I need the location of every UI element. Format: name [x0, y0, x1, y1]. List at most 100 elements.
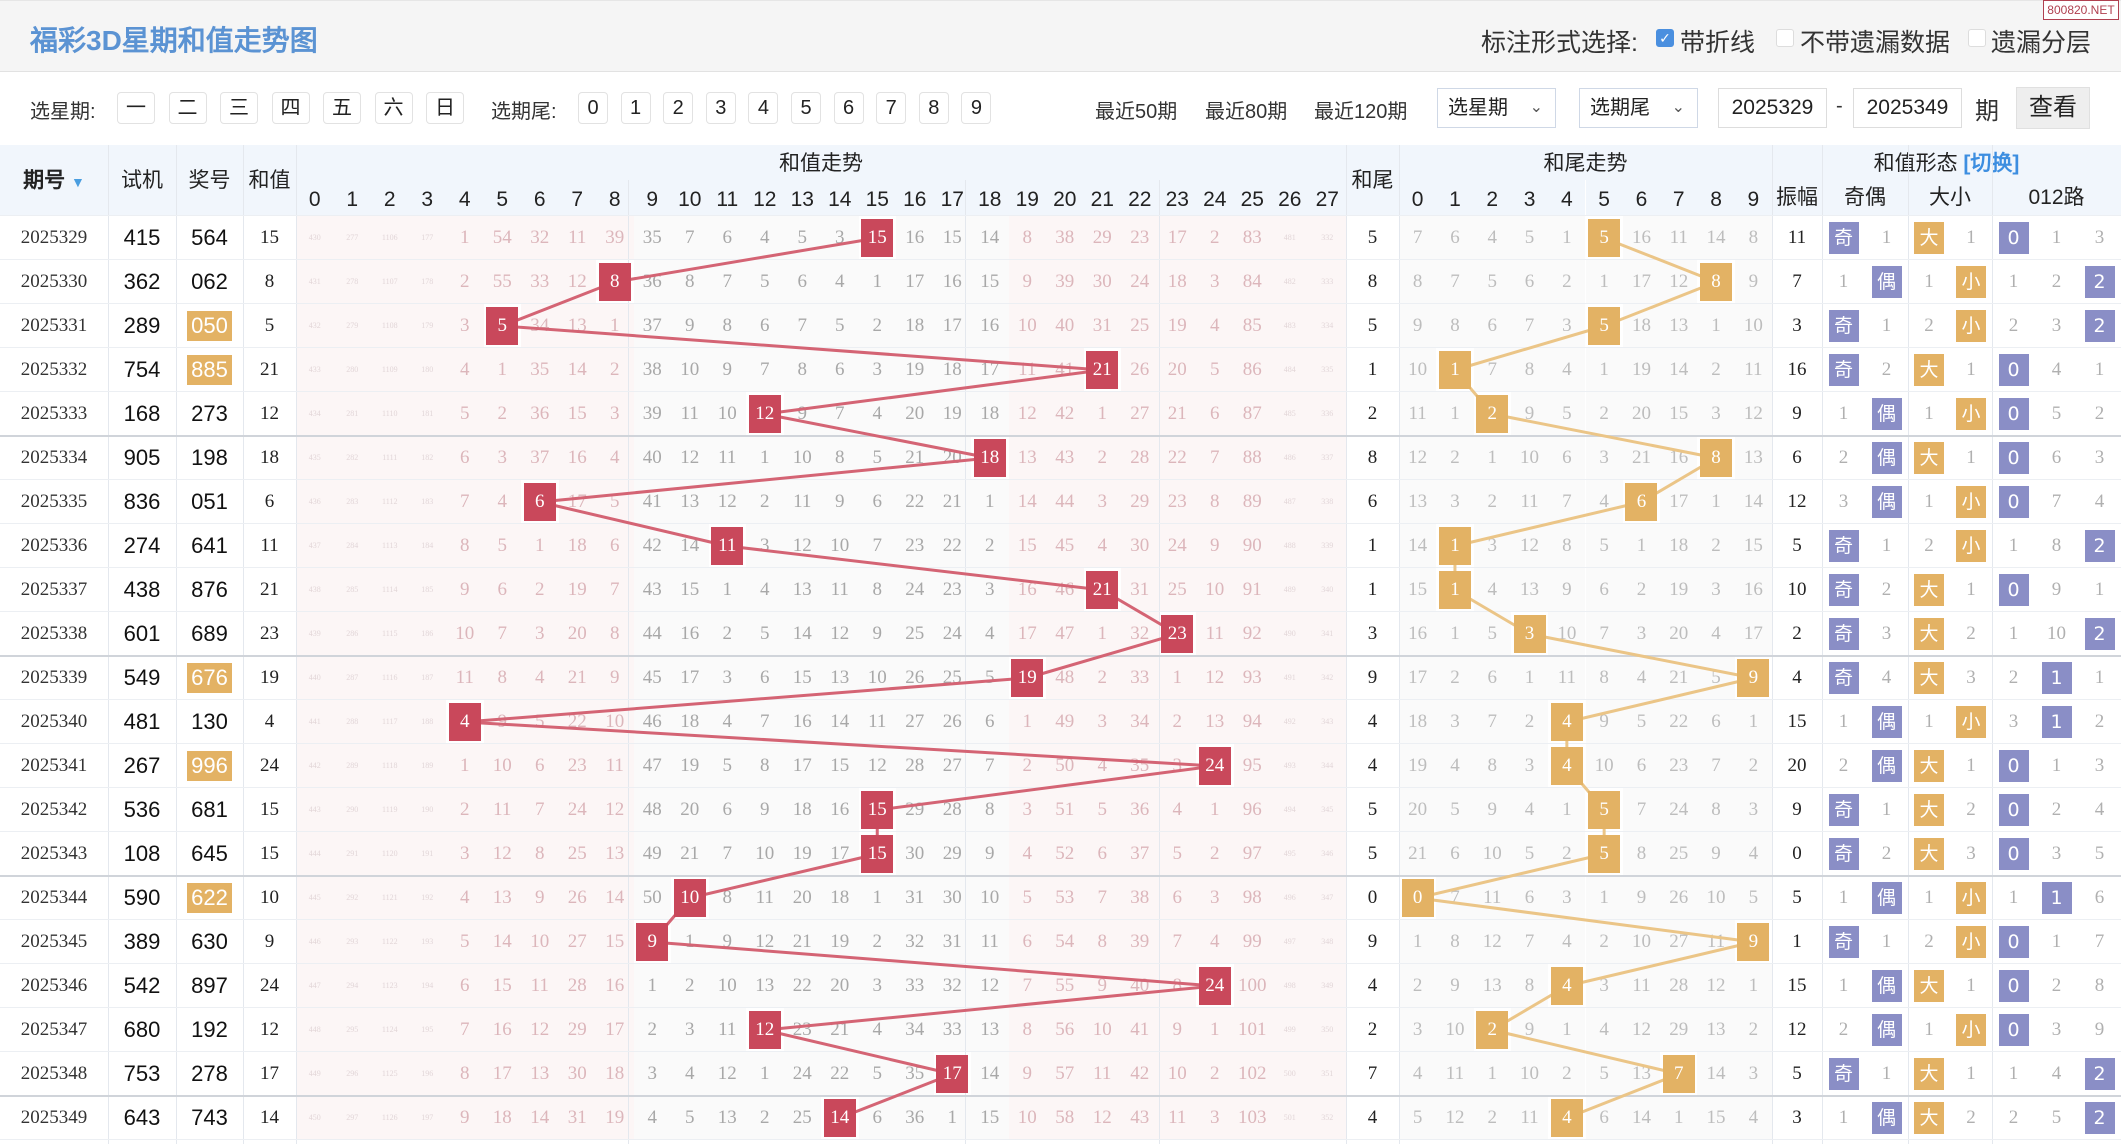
weekday-select[interactable]: 选星期 ⌄ [1437, 88, 1556, 128]
sum-omission-cell: 5 [821, 304, 859, 348]
odd-even-marker: 偶 [1871, 970, 1902, 1002]
sum-hit-cell: 4 [446, 700, 484, 744]
tail-value: 1 [1367, 535, 1378, 556]
to-issue-input[interactable]: 2025349 [1853, 88, 1962, 128]
sum-omission-cell: 14 [821, 700, 859, 744]
tail-value: 8 [1367, 447, 1378, 468]
tail-omission-cell: 6 [1548, 436, 1586, 480]
view-button[interactable]: 查看 [2016, 87, 2090, 129]
sum-omission-cell: 98 [1233, 876, 1271, 920]
sum-omission-cell: 13 [746, 964, 784, 1008]
tail-button-0[interactable]: 0 [578, 92, 608, 124]
sum-omission-cell: 12 [521, 1008, 559, 1052]
sum-hit-marker: 8 [598, 263, 631, 301]
sum-omission-cell: 19 [596, 1096, 634, 1140]
sum-omission-cell: 12 [558, 260, 596, 304]
sum-omission-cell: 22 [896, 480, 934, 524]
tail-value: 4 [1367, 711, 1378, 732]
weekday-button-2[interactable]: 二 [168, 92, 207, 124]
sort-desc-icon[interactable]: ▼ [70, 174, 85, 190]
sum-omission-cell: 197 [408, 1096, 446, 1140]
row-divider [0, 611, 2121, 612]
sum-col-header: 9 [633, 180, 671, 216]
sum-omission-cell: 38 [633, 348, 671, 392]
amplitude-value: 15 [1787, 711, 1807, 732]
recent-80-link[interactable]: 最近80期 [1205, 101, 1288, 123]
sum-omission-cell: 8 [821, 436, 859, 480]
sum-omission-cell: 19 [783, 832, 821, 876]
sum-omission-cell: 7 [708, 260, 746, 304]
route012-marker: 0 [1998, 750, 2029, 782]
sum-col-header: 24 [1196, 180, 1234, 216]
recent-50-link[interactable]: 最近50期 [1095, 101, 1178, 123]
sum-omission-cell: 11 [671, 392, 709, 436]
sum-omission-cell: 4 [1008, 832, 1046, 876]
big-small-omission: 1 [1924, 711, 1934, 732]
tail-omission-cell: 2 [1585, 920, 1623, 964]
weekday-button-3[interactable]: 三 [220, 92, 258, 124]
tail-omission-cell: 8 [1622, 832, 1661, 876]
tail-button-7[interactable]: 7 [876, 92, 907, 124]
polyline-checkbox[interactable]: ✓ [1656, 29, 1674, 47]
sum-omission-cell: 100 [1233, 964, 1271, 1008]
sum-omission-cell: 21 [896, 436, 934, 480]
issue-number: 2025346 [20, 975, 88, 996]
tail-button-9[interactable]: 9 [961, 92, 992, 124]
weekday-button-4[interactable]: 四 [271, 92, 310, 124]
sum-omission-cell: 3 [858, 964, 896, 1008]
issue-column-header[interactable]: 期号 ▼ [0, 145, 108, 216]
sum-omission-cell: 21 [558, 656, 596, 700]
omission-layer-option-label[interactable]: 遗漏分层 [1991, 29, 2092, 57]
tail-button-4[interactable]: 4 [748, 92, 779, 124]
tail-col-header: 5 [1585, 180, 1623, 216]
tail-omission-cell: 1 [1548, 216, 1586, 260]
sum-omission-cell: 4 [671, 1052, 709, 1096]
route012-omission: 10 [2047, 623, 2066, 644]
sum-omission-cell: 9 [746, 788, 784, 832]
sum-omission-cell: 41 [633, 480, 671, 524]
tail-button-8[interactable]: 8 [918, 92, 949, 124]
table-row: 2025329 415 564 15 430 277 1106 177 1 54 32 11 39 35 7… [0, 216, 2121, 260]
draw-number-pair: 996 [187, 751, 232, 781]
sum-omission-cell: 1106 [371, 216, 409, 260]
sum-omission-cell: 9 [783, 392, 821, 436]
from-issue-input[interactable]: 2025329 [1718, 88, 1827, 128]
tail-button-2[interactable]: 2 [663, 92, 694, 124]
tail-omission-cell: 12 [1473, 920, 1511, 964]
tail-button-6[interactable]: 6 [833, 92, 864, 124]
tail-omission-cell: 9 [1510, 392, 1549, 436]
tail-value: 9 [1367, 931, 1378, 952]
sum-omission-cell: 1123 [371, 964, 409, 1008]
tail-hit-cell: 1 [1436, 348, 1473, 392]
sum-omission-cell: 46 [1046, 568, 1084, 612]
tail-select[interactable]: 选期尾 ⌄ [1579, 88, 1698, 128]
sum-omission-cell: 348 [1308, 920, 1346, 964]
tail-omission-cell: 13 [1510, 568, 1549, 612]
issue-number: 2025342 [20, 799, 88, 820]
weekday-button-6[interactable]: 六 [374, 92, 413, 124]
omission-layer-checkbox[interactable] [1968, 29, 1986, 47]
weekday-button-5[interactable]: 五 [323, 92, 361, 124]
tail-button-3[interactable]: 3 [705, 92, 736, 124]
sum-omission-cell: 5 [1083, 788, 1121, 832]
polyline-option-label[interactable]: 带折线 [1680, 29, 1756, 57]
route012-marker-cell: 2 [2078, 260, 2121, 304]
recent-120-link[interactable]: 最近120期 [1314, 101, 1408, 123]
sum-omission-cell: 277 [333, 216, 371, 260]
route012-marker: 1 [2041, 882, 2072, 914]
odd-even-marker: 奇 [1828, 794, 1859, 826]
route012-marker-cell: 0 [1992, 744, 2035, 788]
table-row: 2025337 438 876 21 438 285 1114 185 9 6 2 19 7 43 15 1 4… [0, 568, 2121, 612]
weekday-button-7[interactable]: 日 [426, 92, 464, 124]
no-omission-option-label[interactable]: 不带遗漏数据 [1800, 29, 1951, 57]
sum-omission-cell: 1 [1196, 788, 1234, 832]
no-omission-checkbox[interactable] [1776, 29, 1794, 47]
switch-link[interactable]: [切换] [1963, 152, 2019, 175]
route012-omission: 5 [2094, 843, 2105, 864]
weekday-button-1[interactable]: 一 [117, 92, 155, 124]
issue-number: 2025340 [20, 711, 88, 732]
sum-omission-cell: 1 [1158, 656, 1196, 700]
route012-omission: 1 [2094, 667, 2105, 688]
tail-button-5[interactable]: 5 [791, 92, 821, 124]
tail-button-1[interactable]: 1 [620, 92, 651, 124]
